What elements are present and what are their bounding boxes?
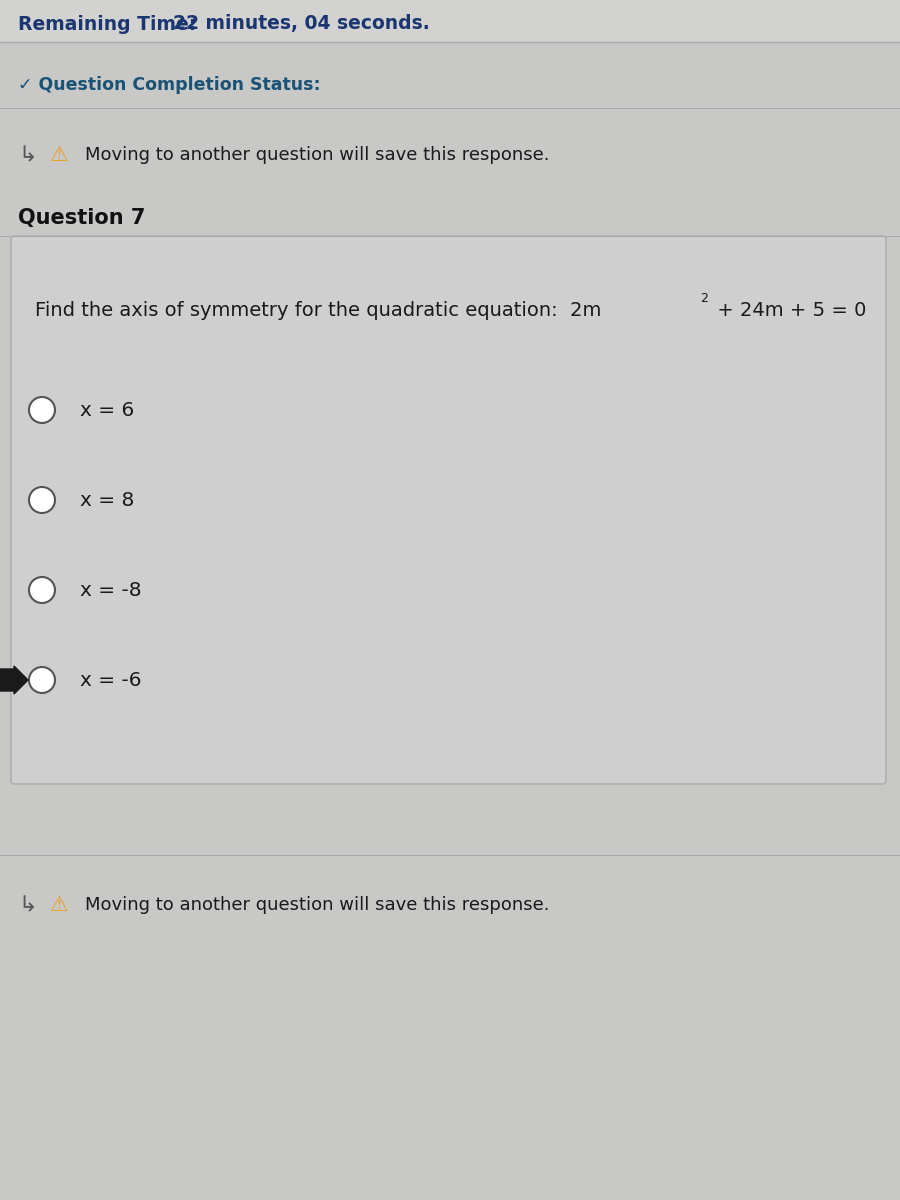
Text: + 24m + 5 = 0: + 24m + 5 = 0	[711, 300, 867, 319]
Text: x = -6: x = -6	[80, 671, 141, 690]
Text: ⚠: ⚠	[50, 145, 68, 164]
Text: ↳: ↳	[18, 145, 37, 164]
Bar	[0, 0, 900, 42]
Circle shape	[29, 397, 55, 422]
Text: ↳: ↳	[18, 895, 37, 914]
Text: Moving to another question will save this response.: Moving to another question will save thi…	[85, 146, 550, 164]
Text: Question 7: Question 7	[18, 208, 146, 228]
Text: Find the axis of symmetry for the quadratic equation:  2m: Find the axis of symmetry for the quadra…	[35, 300, 601, 319]
Text: 2: 2	[700, 292, 708, 305]
FancyArrow shape	[0, 666, 28, 694]
Text: x = -8: x = -8	[80, 581, 141, 600]
Circle shape	[29, 577, 55, 602]
Text: Remaining Time:: Remaining Time:	[18, 14, 202, 34]
Text: x = 6: x = 6	[80, 401, 134, 420]
Text: ⚠: ⚠	[50, 895, 68, 914]
Text: x = 8: x = 8	[80, 491, 134, 510]
FancyBboxPatch shape	[11, 236, 886, 784]
Circle shape	[29, 667, 55, 692]
Text: 22 minutes, 04 seconds.: 22 minutes, 04 seconds.	[173, 14, 430, 34]
Circle shape	[29, 487, 55, 514]
Text: ✓ Question Completion Status:: ✓ Question Completion Status:	[18, 76, 320, 94]
Text: Moving to another question will save this response.: Moving to another question will save thi…	[85, 896, 550, 914]
